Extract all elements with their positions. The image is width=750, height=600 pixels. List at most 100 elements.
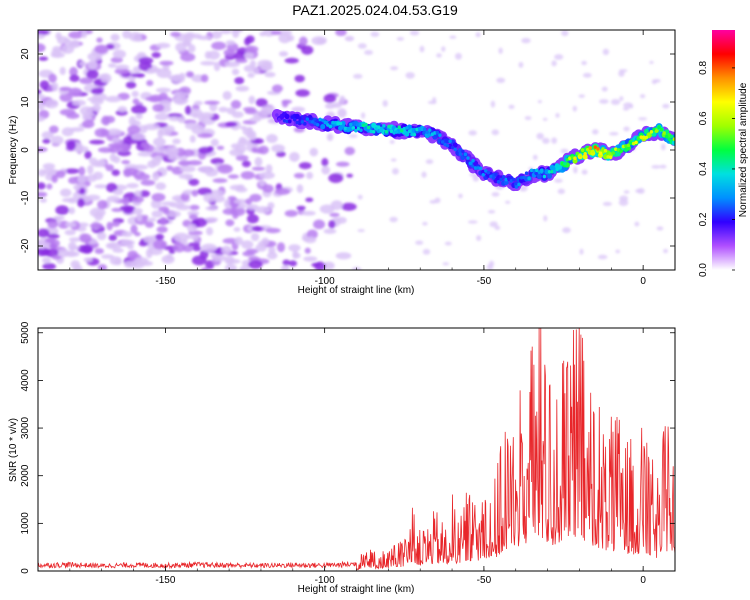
heatmap-cell: [94, 184, 108, 189]
heatmap-cell: [132, 98, 140, 105]
y-tick-label: 5000: [20, 321, 31, 344]
signal-cell: [481, 172, 485, 177]
heatmap-cell: [357, 43, 367, 49]
signal-cell: [644, 135, 649, 140]
heatmap-cell: [166, 113, 183, 118]
heatmap-cell: [180, 52, 196, 62]
heatmap-cell: [186, 223, 197, 233]
heatmap-cell: [249, 130, 257, 141]
heatmap-cell: [227, 174, 240, 179]
heatmap-cell: [551, 60, 557, 67]
spectrogram-x-axis-label: Height of straight line (km): [298, 285, 415, 296]
signal-cell: [450, 145, 455, 150]
heatmap-cell: [271, 144, 286, 153]
heatmap-cell: [200, 74, 209, 83]
heatmap-cell: [53, 215, 65, 220]
heatmap-cell: [328, 173, 344, 183]
heatmap-cell: [191, 189, 199, 197]
heatmap-cell: [599, 99, 609, 104]
heatmap-cell: [468, 130, 477, 136]
signal-cell: [611, 151, 615, 155]
signal-cell: [445, 143, 450, 148]
heatmap-cell: [573, 166, 578, 174]
heatmap-cell: [51, 255, 62, 260]
heatmap-cell: [191, 124, 205, 135]
signal-cell: [292, 117, 297, 122]
heatmap-cell: [193, 100, 203, 106]
heatmap-cell: [187, 242, 201, 247]
heatmap-cell: [572, 105, 577, 112]
heatmap-cell: [524, 116, 532, 121]
heatmap-cell: [234, 77, 245, 85]
heatmap-cell: [38, 56, 49, 61]
heatmap-cell: [326, 133, 334, 142]
heatmap-cell: [87, 52, 103, 62]
heatmap-cell: [121, 231, 133, 238]
signal-cell: [476, 166, 480, 170]
y-tick-label: 0: [20, 568, 31, 574]
heatmap-cell: [38, 30, 50, 35]
signal-cell: [536, 173, 542, 179]
signal-cell: [588, 146, 592, 150]
heatmap-cell: [319, 204, 335, 214]
signal-cell: [369, 129, 373, 134]
heatmap-cell: [154, 112, 170, 121]
heatmap-cell: [224, 255, 235, 265]
heatmap-cell: [472, 175, 480, 182]
heatmap-cell: [491, 129, 500, 136]
heatmap-cell: [42, 168, 57, 175]
heatmap-cell: [415, 240, 424, 245]
heatmap-cell: [110, 33, 120, 42]
heatmap-cell: [353, 73, 363, 79]
heatmap-cell: [469, 173, 478, 177]
heatmap-cell: [476, 235, 482, 242]
signal-cell: [670, 134, 674, 139]
signal-cell: [407, 129, 412, 134]
heatmap-cell: [137, 151, 153, 157]
spectrogram-y-ticks: -20 -10 0 10 20: [20, 48, 675, 253]
heatmap-cell: [131, 105, 147, 114]
heatmap-cell: [55, 32, 62, 40]
signal-cell: [468, 161, 473, 166]
y-tick-label: 3000: [20, 416, 31, 439]
heatmap-cell: [537, 100, 542, 104]
heatmap-cell: [441, 46, 446, 52]
signal-cell: [400, 128, 404, 133]
signal-cell: [514, 185, 519, 189]
heatmap-cell: [159, 60, 174, 66]
heatmap-cell: [276, 242, 286, 253]
heatmap-cell: [154, 155, 163, 163]
signal-cell: [438, 133, 442, 138]
heatmap-cell: [230, 100, 242, 109]
signal-cell: [461, 149, 465, 154]
signal-cell: [626, 143, 631, 148]
heatmap-cell: [241, 160, 251, 168]
signal-cell: [535, 168, 539, 173]
heatmap-cell: [167, 75, 183, 81]
signal-cell: [509, 179, 514, 183]
heatmap-cell: [143, 123, 160, 131]
heatmap-cell: [597, 254, 608, 260]
heatmap-cell: [251, 166, 266, 171]
heatmap-cell: [444, 241, 452, 246]
signal-cell: [456, 152, 460, 156]
signal-cell: [364, 122, 368, 127]
heatmap-cell: [304, 247, 311, 254]
heatmap-cell: [543, 215, 548, 222]
heatmap-cell: [422, 248, 431, 255]
heatmap-cell: [305, 197, 314, 203]
heatmap-cell: [192, 245, 202, 252]
heatmap-cell: [176, 204, 191, 211]
heatmap-cell: [253, 67, 260, 75]
heatmap-cell: [442, 262, 450, 266]
signal-cell: [522, 175, 526, 180]
heatmap-cell: [128, 31, 142, 42]
signal-cell: [598, 151, 603, 156]
signal-cell: [277, 117, 282, 122]
y-tick-label: 1000: [20, 512, 31, 535]
heatmap-cell: [219, 30, 232, 35]
heatmap-cell: [152, 103, 165, 112]
signal-cell: [527, 176, 531, 181]
x-tick-label: -150: [155, 276, 175, 287]
heatmap-cell: [298, 162, 312, 170]
